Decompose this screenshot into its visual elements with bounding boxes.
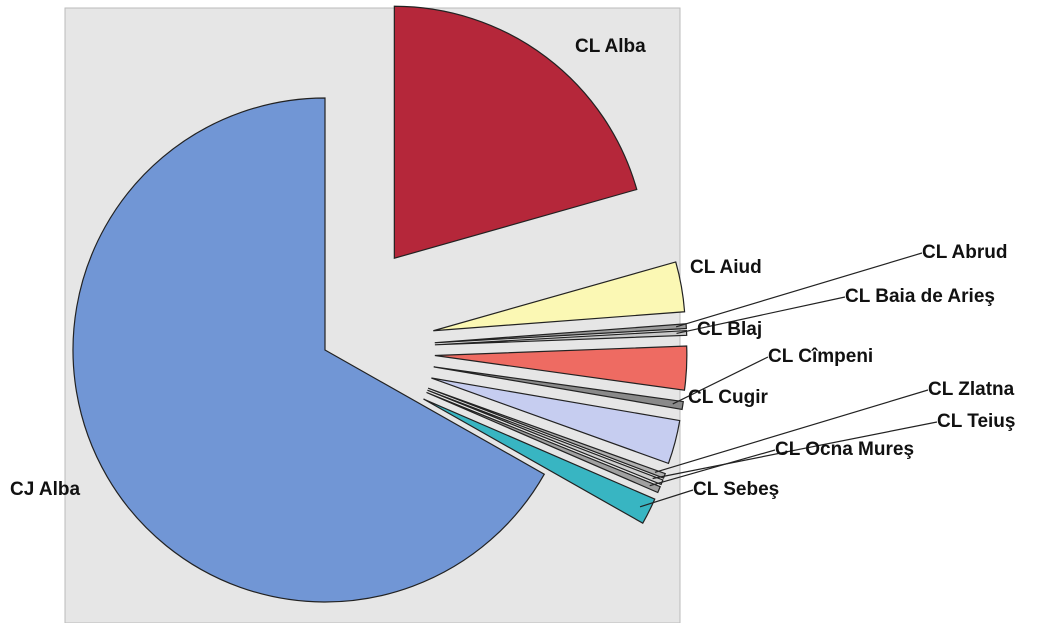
slice-label: CL Abrud — [922, 242, 1008, 263]
slice-label: CL Baia de Arieş — [845, 286, 995, 307]
leader-line — [654, 389, 929, 473]
pie-slice — [72, 97, 546, 603]
slice-label: CL Blaj — [697, 319, 762, 340]
pie-slice — [431, 377, 681, 465]
slice-label: CL Ocna Mureş — [775, 439, 914, 460]
leader-line — [672, 356, 769, 405]
pie-slice — [433, 261, 686, 332]
pie-slice — [426, 391, 661, 494]
slice-label: CL Sebeş — [693, 479, 779, 500]
slice-label: CL Cugir — [688, 387, 768, 408]
slice-label: CL Zlatna — [928, 379, 1015, 400]
slice-label: CL Alba — [575, 36, 646, 57]
pie-slice — [434, 329, 688, 346]
pie-slice — [434, 345, 688, 391]
leader-line — [675, 252, 923, 328]
leader-line — [652, 421, 938, 480]
leader-line — [676, 296, 846, 335]
pie-slice — [393, 5, 638, 260]
pie-slice — [433, 366, 684, 411]
leader-line — [639, 489, 694, 508]
slice-label: CL Cîmpeni — [768, 346, 873, 367]
leader-line — [649, 449, 776, 487]
pie-slice — [423, 398, 656, 524]
slice-label: CJ Alba — [10, 479, 80, 500]
slice-label: CL Teiuş — [937, 411, 1015, 432]
slice-label: CL Aiud — [690, 257, 762, 278]
